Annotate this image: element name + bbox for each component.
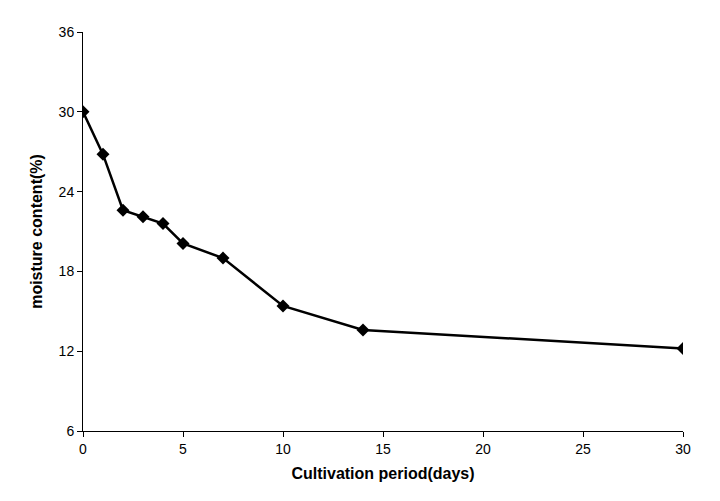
svg-text:18: 18 xyxy=(59,263,75,279)
svg-text:20: 20 xyxy=(475,441,491,457)
svg-text:moisture content(%): moisture content(%) xyxy=(28,154,45,309)
svg-text:6: 6 xyxy=(66,423,74,439)
svg-text:12: 12 xyxy=(59,343,75,359)
svg-text:10: 10 xyxy=(275,441,291,457)
svg-text:24: 24 xyxy=(59,184,75,200)
svg-text:30: 30 xyxy=(675,441,691,457)
svg-text:30: 30 xyxy=(59,104,75,120)
svg-text:Cultivation period(days): Cultivation period(days) xyxy=(291,465,474,482)
svg-text:25: 25 xyxy=(575,441,591,457)
svg-text:0: 0 xyxy=(79,441,87,457)
svg-text:5: 5 xyxy=(179,441,187,457)
svg-text:15: 15 xyxy=(375,441,391,457)
svg-text:36: 36 xyxy=(59,24,75,40)
